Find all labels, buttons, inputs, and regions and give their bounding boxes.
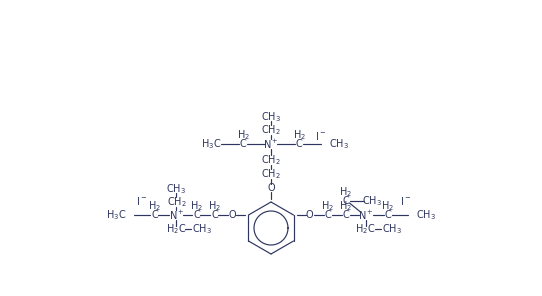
Text: CH$_3$: CH$_3$ (329, 137, 349, 151)
Text: CH$_3$: CH$_3$ (416, 208, 436, 222)
Text: O: O (306, 210, 313, 220)
Text: CH$_2$: CH$_2$ (261, 167, 281, 181)
Text: C: C (240, 139, 247, 149)
Text: H$_2$: H$_2$ (190, 199, 203, 213)
Text: H$_2$: H$_2$ (381, 199, 394, 213)
Text: H$_2$C: H$_2$C (166, 222, 186, 236)
Text: —: — (224, 139, 234, 149)
Text: CH$_2$: CH$_2$ (166, 195, 186, 209)
Text: O: O (229, 210, 236, 220)
Text: H$_2$: H$_2$ (208, 199, 221, 213)
Text: H$_3$C: H$_3$C (106, 208, 126, 222)
Text: CH$_3$: CH$_3$ (166, 182, 186, 196)
Text: H$_2$: H$_2$ (339, 185, 352, 199)
Text: H$_2$: H$_2$ (321, 199, 334, 213)
Text: C: C (342, 210, 349, 220)
Text: H$_2$: H$_2$ (236, 128, 249, 142)
Text: CH$_2$: CH$_2$ (261, 153, 281, 167)
Text: C: C (211, 210, 218, 220)
Text: H$_2$: H$_2$ (148, 199, 161, 213)
Text: I$^-$: I$^-$ (400, 195, 411, 207)
Text: C: C (324, 210, 331, 220)
Text: CH$_3$: CH$_3$ (192, 222, 212, 236)
Text: C: C (151, 210, 158, 220)
Text: I$^-$: I$^-$ (136, 195, 147, 207)
Text: N$^+$: N$^+$ (169, 208, 184, 221)
Text: CH$_2$: CH$_2$ (261, 123, 281, 137)
Text: N$^+$: N$^+$ (358, 208, 373, 221)
Text: CH$_3$: CH$_3$ (382, 222, 402, 236)
Text: C: C (384, 210, 391, 220)
Text: C: C (342, 196, 349, 206)
Text: H$_3$C: H$_3$C (201, 137, 221, 151)
Text: CH$_3$: CH$_3$ (362, 194, 382, 208)
Text: C: C (193, 210, 200, 220)
Text: O: O (267, 183, 275, 193)
Text: H$_2$: H$_2$ (339, 199, 352, 213)
Text: I$^-$: I$^-$ (315, 130, 327, 142)
Text: C: C (295, 139, 302, 149)
Text: H$_2$: H$_2$ (293, 128, 306, 142)
Text: CH$_3$: CH$_3$ (261, 110, 281, 124)
Text: H$_2$C: H$_2$C (356, 222, 376, 236)
Text: N$^+$: N$^+$ (263, 137, 279, 151)
